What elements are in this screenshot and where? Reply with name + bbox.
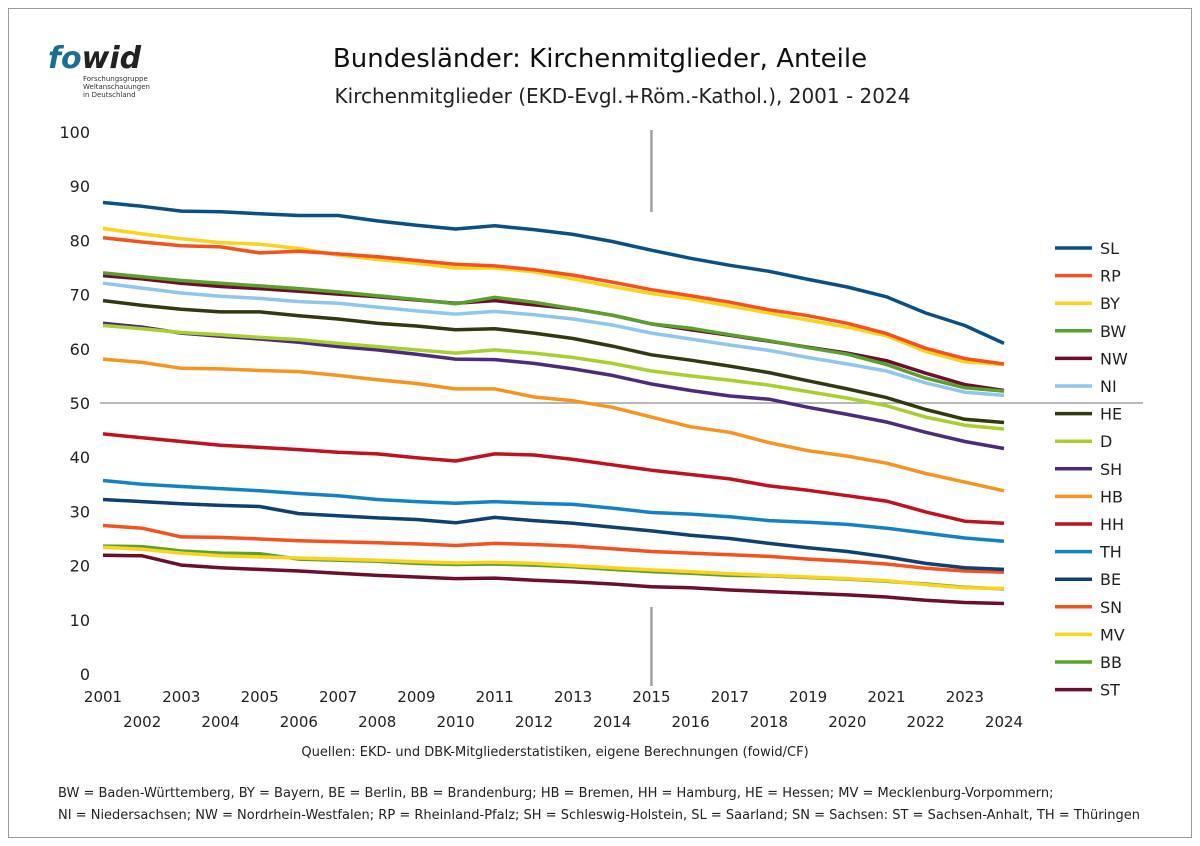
- y-tick-label: 50: [70, 394, 90, 413]
- legend-label-d: D: [1100, 432, 1112, 451]
- y-tick-label: 60: [70, 340, 90, 359]
- legend-label-sl: SL: [1100, 239, 1119, 258]
- x-tick-label: 2020: [828, 713, 866, 731]
- x-tick-label: 2015: [632, 688, 670, 706]
- x-tick-label: 2018: [750, 713, 788, 731]
- legend-label-sn: SN: [1100, 598, 1122, 617]
- x-tick-label: 2019: [789, 688, 827, 706]
- legend-label-hh: HH: [1100, 515, 1124, 534]
- fowid-logo: fowid Forschungsgruppe Weltanschauungen …: [48, 42, 158, 122]
- series-line-sh: [102, 321, 1005, 451]
- legend-label-he: HE: [1100, 405, 1122, 424]
- legend-label-th: TH: [1099, 543, 1122, 562]
- logo-fo: fo: [48, 41, 82, 76]
- series-line-sn: [102, 523, 1005, 574]
- legend-label-hb: HB: [1100, 487, 1123, 506]
- x-tick-label: 2006: [280, 713, 318, 731]
- x-tick-label: 2016: [672, 713, 710, 731]
- legend-label-rp: RP: [1100, 267, 1121, 286]
- x-tick-label: 2021: [867, 688, 905, 706]
- series-line-mv: [102, 545, 1005, 591]
- y-tick-label: 20: [70, 557, 90, 576]
- y-tick-label: 0: [80, 665, 90, 684]
- series-line-bw: [102, 271, 1005, 393]
- x-tick-label: 2017: [711, 688, 749, 706]
- abbreviation-note-line-2: NI = Niedersachsen; NW = Nordrhein-Westf…: [58, 808, 1140, 823]
- x-tick-label: 2008: [358, 713, 396, 731]
- legend-label-sh: SH: [1100, 460, 1122, 479]
- series-line-d: [102, 323, 1005, 431]
- x-tick-label: 2005: [241, 688, 279, 706]
- x-tick-label: 2001: [84, 688, 122, 706]
- legend-label-bw: BW: [1100, 322, 1126, 341]
- legend-label-by: BY: [1100, 294, 1120, 313]
- y-tick-label: 100: [59, 123, 90, 142]
- y-tick-label: 90: [70, 177, 90, 196]
- series-line-sl: [102, 200, 1005, 345]
- legend-label-st: ST: [1100, 681, 1120, 700]
- legend-label-mv: MV: [1100, 625, 1125, 644]
- logo-wid: wid: [81, 41, 142, 76]
- x-tick-label: 2013: [554, 688, 592, 706]
- legend-label-ni: NI: [1100, 377, 1117, 396]
- series-line-hh: [102, 432, 1005, 526]
- chart-title: Bundesländer: Kirchenmitglieder, Anteile: [332, 44, 868, 74]
- x-tick-label: 2023: [946, 688, 984, 706]
- series-line-st: [102, 553, 1005, 606]
- x-tick-label: 2014: [593, 713, 631, 731]
- legend-label-nw: NW: [1100, 349, 1128, 368]
- x-tick-label: 2007: [319, 688, 357, 706]
- series-line-ni: [102, 281, 1005, 398]
- logo-mark: fowid: [48, 42, 158, 76]
- series-line-rp: [102, 235, 1005, 366]
- x-tick-label: 2011: [476, 688, 514, 706]
- legend-label-be: BE: [1100, 570, 1121, 589]
- x-tick-label: 2003: [162, 688, 200, 706]
- y-tick-label: 40: [70, 448, 90, 467]
- abbreviation-note-line-1: BW = Baden-Württemberg, BY = Bayern, BE …: [58, 786, 1054, 801]
- x-tick-label: 2010: [436, 713, 474, 731]
- x-tick-label: 2022: [907, 713, 945, 731]
- series-line-by: [102, 226, 1005, 367]
- series-line-th: [102, 478, 1005, 543]
- x-tick-label: 2024: [985, 713, 1023, 731]
- y-tick-label: 10: [70, 611, 90, 630]
- series-line-be: [102, 497, 1005, 572]
- chart-subtitle: Kirchenmitglieder (EKD-Evgl.+Röm.-Kathol…: [334, 84, 911, 108]
- x-tick-label: 2012: [515, 713, 553, 731]
- logo-text: Forschungsgruppe Weltanschauungen in Deu…: [83, 75, 150, 99]
- y-tick-label: 70: [70, 286, 90, 305]
- y-tick-label: 30: [70, 502, 90, 521]
- x-tick-label: 2009: [397, 688, 435, 706]
- legend-label-bb: BB: [1100, 653, 1122, 672]
- source-note: Quellen: EKD- und DBK-Mitgliederstatisti…: [301, 745, 809, 760]
- series-line-he: [102, 298, 1005, 425]
- series-line-hb: [102, 357, 1005, 493]
- y-tick-label: 80: [70, 231, 90, 250]
- x-tick-label: 2004: [201, 713, 239, 731]
- x-tick-label: 2002: [123, 713, 161, 731]
